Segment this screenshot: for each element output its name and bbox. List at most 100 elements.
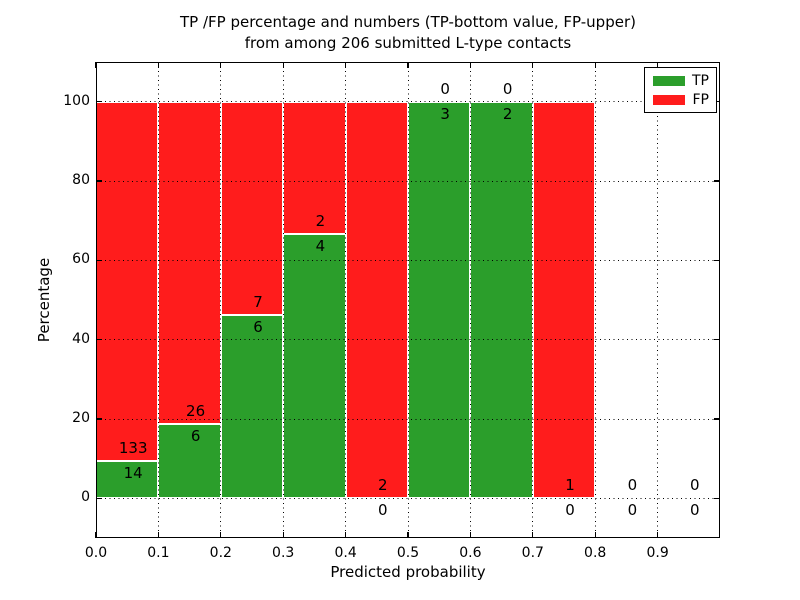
bar-label-fp: 0 [690,476,700,495]
y-gridline [96,180,720,182]
bar-segment-fp [532,101,596,499]
x-tick [407,532,409,538]
bar-label-fp: 2 [315,211,326,230]
x-tick [157,532,159,538]
bar-label-fp: 2 [378,476,388,495]
y-tick-label: 80 [72,172,90,188]
y-tick [714,418,720,420]
bar-segment-tp [283,233,346,499]
y-tick [714,339,720,341]
y-tick [714,180,720,182]
bar-label-fp: 133 [118,438,148,457]
x-tick [282,62,284,68]
x-tick [594,62,596,68]
y-gridline [96,259,720,261]
chart-title: TP /FP percentage and numbers (TP-bottom… [96,12,720,54]
x-tick [95,62,97,68]
bar-segment-tp [470,101,533,499]
bar-label-tp: 3 [440,104,450,123]
bar-label-tp: 0 [565,501,575,520]
bar-segment-tp [220,315,284,499]
y-tick-label: 100 [63,92,90,109]
bar-segment-fp [96,101,159,461]
y-tick [96,101,102,103]
legend-label-tp: TP [692,72,709,89]
bar-label-fp: 0 [440,79,450,98]
bar-label-fp: 1 [565,476,575,495]
x-tick [532,62,534,68]
x-tick-label: 0.5 [396,545,420,561]
y-tick [96,497,102,499]
x-tick [657,62,659,68]
x-tick [407,62,409,68]
bar-segment-fp [220,101,284,316]
x-tick-label: 0.1 [147,545,170,561]
y-gridline [96,101,720,103]
x-tick [469,62,471,68]
x-gridline [469,62,471,538]
y-tick-label: 40 [72,330,90,347]
bar-segment-fp [345,101,408,499]
legend-label-fp: FP [692,91,710,108]
bar-label-fp: 0 [627,476,638,495]
bar-label-tp: 0 [690,501,700,520]
bar-label-tp: 4 [315,236,326,255]
x-axis-label: Predicted probability [330,563,486,581]
x-gridline [407,62,409,538]
plot-area: 133 14 26 6 7 6 2 4 2 0 0 3 0 2 1 0 0 0 0 0 [95,62,720,538]
y-tick [714,497,720,499]
x-tick [95,532,97,538]
x-tick-label: 0.8 [584,545,607,561]
x-tick [282,532,284,538]
x-tick [220,532,222,538]
y-tick-label: 0 [81,489,90,506]
bar-label-tp: 14 [123,463,143,482]
y-tick-label: 60 [72,251,90,268]
x-tick [657,532,659,538]
bar-segment-tp [158,423,221,499]
y-gridline [96,497,720,499]
x-tick-label: 0.7 [521,545,544,561]
y-tick [714,259,720,261]
legend: TP FP [644,67,717,113]
x-tick-label: 0.6 [459,545,482,561]
y-tick [96,339,102,341]
x-tick-label: 0.2 [209,545,232,561]
x-tick-label: 0.3 [272,545,295,561]
x-tick [157,62,159,68]
x-gridline [157,62,159,538]
x-gridline [282,62,284,538]
legend-row-fp: FP [653,93,709,107]
bar-segment-fp [158,101,221,424]
x-tick [345,62,347,68]
y-gridline [96,418,720,420]
x-tick [594,532,596,538]
x-tick [220,62,222,68]
bar-label-fp: 26 [186,401,206,420]
x-gridline [594,62,596,538]
x-gridline [657,62,659,538]
chart-title-line1: TP /FP percentage and numbers (TP-bottom… [180,13,636,31]
bar-label-tp: 6 [190,426,201,445]
bar-label-tp: 0 [627,501,638,520]
fp-swatch-icon [653,94,685,105]
y-tick-label: 20 [72,410,90,426]
y-tick [96,418,102,420]
y-tick [714,101,720,103]
chart-title-line2: from among 206 submitted L-type contacts [244,34,572,52]
bar-label-fp: 7 [253,293,263,312]
bar-label-tp: 6 [253,318,263,337]
y-tick [96,259,102,261]
bar-label-tp: 2 [502,104,513,123]
bar-segment-tp [408,101,471,499]
y-axis-label: Percentage [35,257,53,343]
x-tick [469,532,471,538]
y-gridline [96,339,720,341]
bar-segment-fp [283,101,346,234]
x-tick-label: 0.9 [646,545,669,561]
x-tick-label: 0.0 [84,545,108,561]
x-tick-label: 0.4 [334,545,357,561]
x-gridline [220,62,222,538]
x-tick [345,532,347,538]
